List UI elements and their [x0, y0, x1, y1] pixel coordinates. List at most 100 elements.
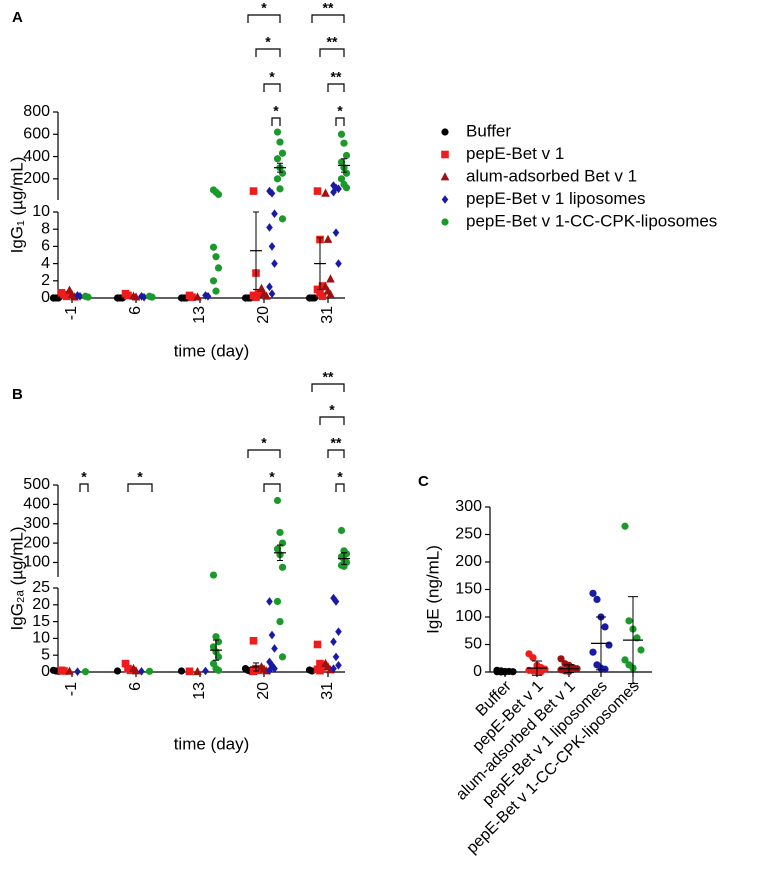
y-tick-label: 150	[455, 581, 482, 598]
point	[273, 545, 282, 553]
point	[214, 264, 223, 272]
legend-marker	[441, 150, 449, 159]
point	[601, 665, 609, 673]
point	[337, 130, 346, 138]
significance-bracket	[327, 449, 345, 458]
point	[49, 294, 58, 302]
significance-bracket	[255, 48, 281, 57]
y-tick-label: 250	[455, 526, 482, 543]
significance-label: *	[329, 402, 335, 418]
significance-bracket	[263, 483, 281, 492]
point	[318, 282, 327, 290]
significance-bracket	[127, 483, 153, 492]
point	[212, 253, 220, 261]
point	[589, 589, 597, 597]
point	[621, 656, 629, 664]
significance-bracket	[247, 449, 281, 458]
significance-bracket	[247, 14, 281, 23]
significance-bracket	[335, 117, 345, 126]
significance-label: *	[261, 435, 267, 451]
y-tick-label: 25	[32, 579, 50, 596]
y-tick-label: 600	[23, 125, 50, 142]
significance-label: *	[337, 103, 343, 119]
point	[271, 259, 278, 268]
panel-letter: A	[12, 9, 23, 26]
point	[330, 664, 337, 673]
point	[113, 667, 122, 675]
point	[214, 666, 223, 674]
point	[313, 640, 322, 649]
y-tick-label: 300	[23, 515, 50, 532]
significance-label: *	[137, 469, 143, 485]
point	[335, 184, 342, 194]
y-tick-label: 300	[455, 498, 482, 515]
point	[202, 666, 209, 676]
point	[605, 641, 613, 649]
significance-label: **	[323, 369, 334, 385]
point	[193, 292, 202, 301]
x-axis-title: time (day)	[174, 734, 250, 753]
point	[278, 215, 287, 223]
legend-label: alum-adsorbed Bet v 1	[466, 166, 637, 185]
point	[342, 151, 351, 160]
point	[124, 291, 132, 300]
point	[185, 667, 194, 676]
point	[60, 667, 68, 675]
point	[337, 175, 346, 183]
significance-label: **	[327, 34, 338, 50]
x-tick-label: 20	[255, 306, 272, 324]
point	[637, 646, 645, 654]
y-tick-label: 200	[23, 534, 50, 551]
point	[266, 223, 273, 232]
point	[278, 653, 287, 661]
x-tick-label: 31	[319, 306, 336, 324]
point	[276, 138, 284, 146]
x-tick-label: 20	[255, 682, 272, 700]
y-tick-label: 6	[41, 238, 50, 255]
point	[278, 563, 287, 571]
significance-label: *	[265, 34, 271, 50]
point	[342, 169, 351, 177]
y-axis-title: IgG₁ (µg/mL)	[7, 157, 26, 254]
point	[335, 627, 342, 636]
legend-marker	[441, 218, 449, 226]
point	[318, 292, 327, 301]
point	[332, 597, 340, 606]
point	[276, 618, 284, 626]
point	[214, 653, 223, 661]
point	[84, 293, 92, 301]
y-tick-label: 8	[41, 220, 50, 237]
x-tick-label: -1	[63, 682, 80, 696]
point	[188, 293, 196, 301]
point	[330, 637, 337, 647]
x-tick-label: 13	[191, 306, 208, 324]
point	[204, 291, 212, 301]
point	[276, 528, 284, 537]
y-tick-label: 0	[41, 289, 50, 306]
y-tick-label: 10	[32, 203, 50, 220]
point	[273, 128, 282, 136]
point	[271, 664, 278, 673]
point	[252, 293, 260, 301]
significance-bracket	[319, 48, 345, 57]
significance-bracket	[263, 83, 281, 92]
point	[342, 184, 351, 192]
point	[148, 293, 156, 301]
point	[209, 277, 218, 285]
y-tick-label: 400	[23, 148, 50, 165]
significance-label: **	[323, 0, 334, 16]
y-tick-label: 15	[32, 613, 50, 630]
point	[65, 666, 74, 675]
y-tick-label: 200	[455, 553, 482, 570]
point	[76, 291, 84, 301]
y-tick-label: 50	[464, 636, 482, 653]
y-tick-label: 100	[23, 554, 50, 571]
x-axis-title: time (day)	[174, 341, 250, 360]
significance-label: **	[331, 69, 342, 85]
point	[557, 655, 565, 663]
legend-label: pepE-Bet v 1-CC-CPK-liposomes	[466, 211, 717, 230]
point	[262, 291, 271, 300]
y-tick-label: 500	[23, 476, 50, 493]
y-tick-label: 0	[41, 663, 50, 680]
point	[266, 186, 273, 196]
